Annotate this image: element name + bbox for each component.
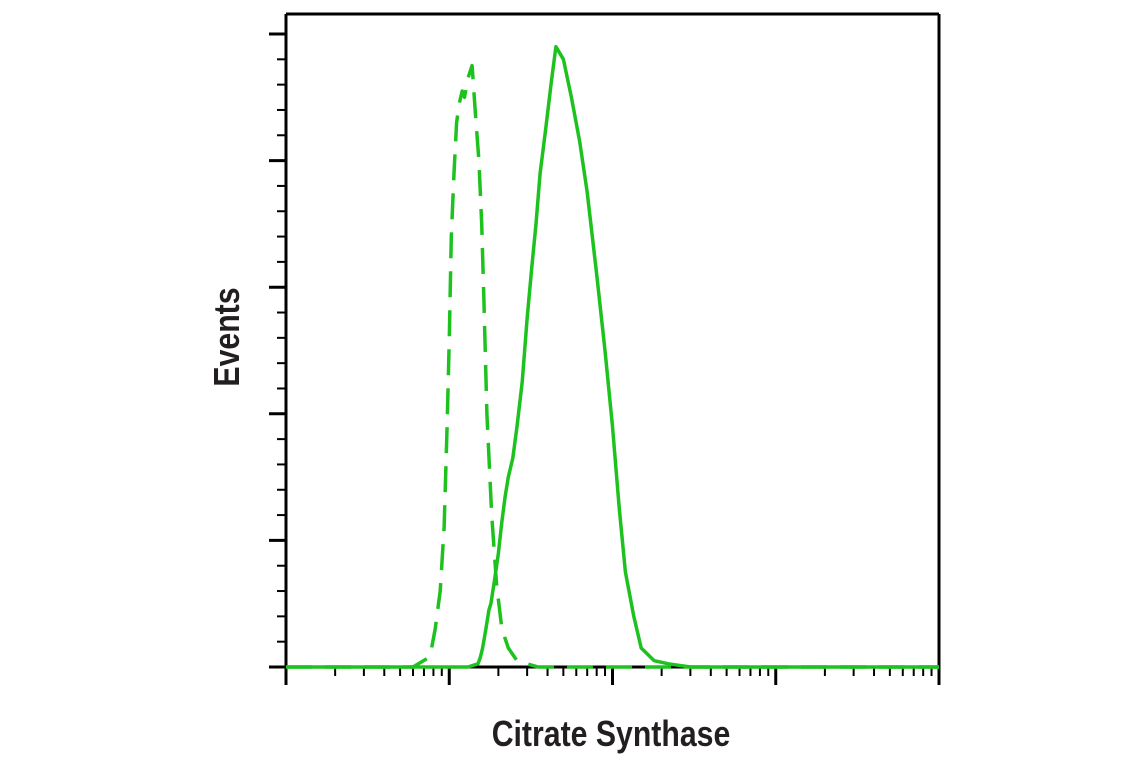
x-axis-label: Citrate Synthase bbox=[492, 715, 731, 755]
isotype-control-curve bbox=[286, 63, 939, 669]
histogram-curves bbox=[286, 44, 939, 669]
plot-frame bbox=[284, 12, 941, 669]
y-axis-ticks bbox=[269, 32, 286, 669]
stained-sample-curve bbox=[286, 44, 939, 669]
x-axis-ticks bbox=[284, 667, 941, 685]
y-axis-label: Events bbox=[208, 287, 248, 386]
